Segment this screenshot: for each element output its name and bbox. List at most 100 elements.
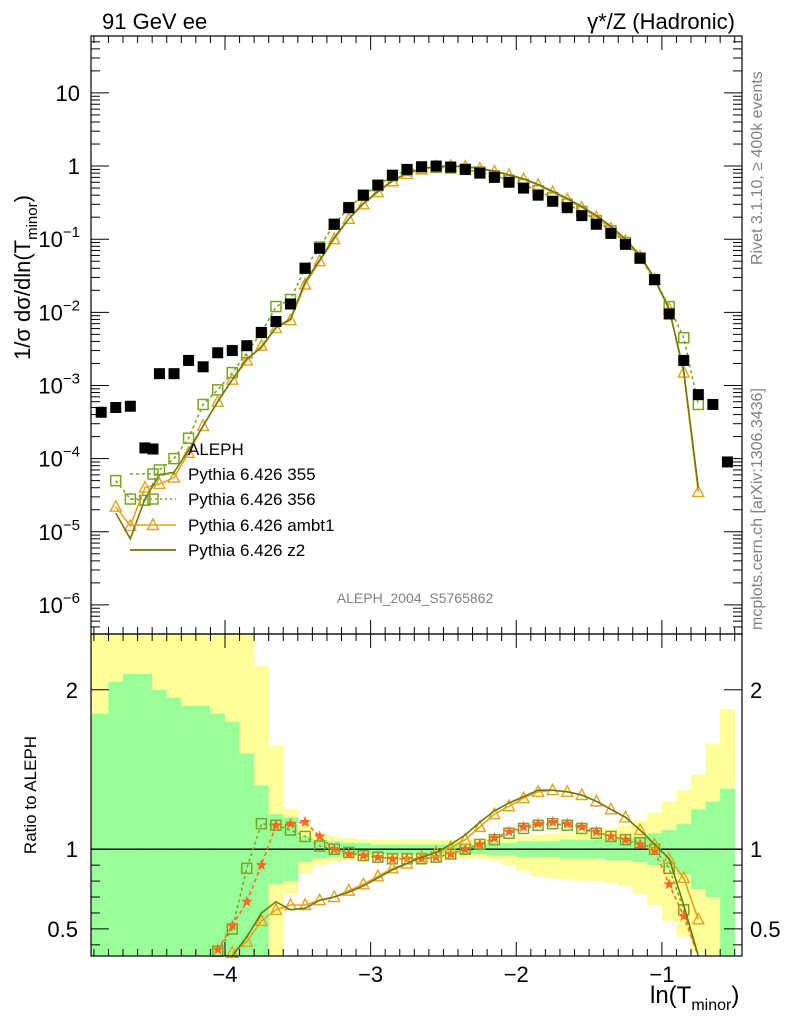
main-y-axis-title: 1/σ dσ/dln(Tminor) (10, 195, 41, 360)
aleph-data-point (678, 354, 690, 366)
ratio-point-356 (270, 819, 282, 831)
header-left-label: 91 GeV ee (102, 9, 207, 34)
y-tick-label-base: 10 (38, 593, 62, 618)
ratio-point-356 (240, 895, 253, 907)
aleph-data-point (416, 161, 428, 173)
aleph-data-point (547, 195, 559, 207)
ratio-point-ambt1 (342, 883, 356, 896)
ratio-point-ambt1 (298, 897, 312, 911)
y-tick-label-base: 10 (56, 81, 80, 106)
aleph-data-point (343, 202, 355, 214)
x-tick-label: −4 (212, 962, 237, 987)
ratio-point-356 (459, 843, 472, 855)
aleph-data-point (663, 308, 675, 320)
aleph-data-point (619, 238, 631, 250)
y-tick-label-base: 10 (38, 447, 62, 472)
series-point-ambt1 (196, 418, 210, 432)
ratio-point-ambt1 (458, 832, 472, 845)
green-band-bin (181, 705, 197, 956)
ratio-point-356 (546, 815, 559, 828)
y-tick-label-exp: −6 (63, 590, 80, 607)
ratio-point-356 (619, 833, 632, 845)
aleph-data-point (241, 340, 253, 352)
rivet-label: Rivet 3.1.10, ≥ 400k events (749, 71, 766, 265)
aleph-data-point (401, 163, 413, 175)
green-band-bin (210, 713, 226, 956)
ratio-point-356 (372, 851, 384, 863)
series-point-ambt1 (211, 394, 225, 407)
series-point-ambt1 (356, 196, 370, 210)
ratio-tick-label-left: 0.5 (47, 917, 78, 942)
green-band-bin (152, 689, 168, 956)
series-point-355 (211, 384, 224, 396)
header-right-label: γ*/Z (Hadronic) (587, 9, 735, 34)
series-point-ambt1 (298, 277, 312, 290)
ratio-point-355 (313, 840, 326, 852)
main-y-axis-title-close: ) (10, 195, 35, 202)
ratio-point-356 (648, 844, 661, 856)
series-point-ambt1 (283, 312, 298, 326)
series-point-355 (168, 452, 180, 465)
aleph-data-point (721, 456, 733, 468)
ratio-point-356 (677, 909, 690, 922)
aleph-data-point (488, 171, 500, 183)
aleph-data-point (605, 227, 617, 239)
y-tick-label-base: 10 (38, 300, 62, 325)
aleph-data-point (168, 368, 180, 380)
x-tick-label: −3 (358, 962, 383, 987)
ratio-point-355 (255, 817, 268, 830)
main-y-axis-title-text: 1/σ dσ/dln(T (10, 240, 35, 360)
series-point-ambt1 (225, 372, 239, 385)
ratio-point-ambt1 (385, 860, 400, 874)
x-axis-title-text: ln(T (650, 982, 692, 1009)
green-band-bin (254, 785, 269, 956)
ratio-point-356 (532, 817, 544, 829)
green-band-bin (108, 681, 124, 956)
aleph-data-point (212, 347, 224, 359)
y-tick-label-exp: −5 (63, 517, 80, 534)
mcplots-label: mcplots.cern.ch [arXiv:1306.3436] (749, 388, 766, 630)
series-point-355 (270, 300, 282, 313)
y-tick-label: 1 (68, 154, 80, 179)
y-tick-label-exp: −3 (63, 370, 80, 387)
aleph-data-point (518, 182, 530, 194)
series-point-ambt1 (691, 484, 705, 498)
ratio-point-356 (342, 847, 355, 859)
ratio-point-356 (226, 919, 239, 931)
ratio-point-356 (357, 849, 370, 861)
green-band-bin (224, 721, 240, 956)
ratio-point-356 (590, 825, 603, 837)
ratio-point-356 (605, 830, 617, 842)
y-tick-label-base: 10 (38, 373, 62, 398)
legend-marker-355 (147, 468, 159, 480)
ratio-tick-label-right: 2 (750, 678, 762, 703)
series-point-355 (197, 398, 209, 411)
main-plot-data (95, 158, 733, 541)
ratio-point-356 (474, 838, 486, 850)
ratio-point-356 (313, 830, 326, 842)
ratio-point-356 (634, 838, 646, 850)
y-tick-label-base: 10 (38, 227, 62, 252)
ratio-point-356 (517, 820, 530, 832)
ratio-point-356 (561, 817, 574, 829)
ratio-point-ambt1 (677, 870, 691, 884)
x-axis-title-close: ) (731, 982, 739, 1009)
aleph-data-point (590, 218, 602, 230)
aleph-data-point (328, 218, 340, 230)
green-band-bin (91, 713, 109, 956)
y-tick-label: 10 (56, 81, 80, 106)
ratio-tick-label-right: 0.5 (750, 917, 781, 942)
green-band-bin (720, 788, 736, 956)
series-point-355 (182, 432, 195, 444)
legend-label-356: Pythia 6.426 356 (188, 490, 316, 509)
ratio-plot-data (211, 782, 705, 959)
aleph-data-point (270, 315, 282, 327)
y-tick-label-exp: −2 (63, 297, 80, 314)
ratio-tick-label-right: 1 (750, 837, 762, 862)
ratio-point-356 (255, 858, 268, 871)
aleph-data-point (255, 327, 267, 339)
series-point-ambt1 (371, 184, 385, 198)
aleph-data-point (124, 400, 136, 412)
